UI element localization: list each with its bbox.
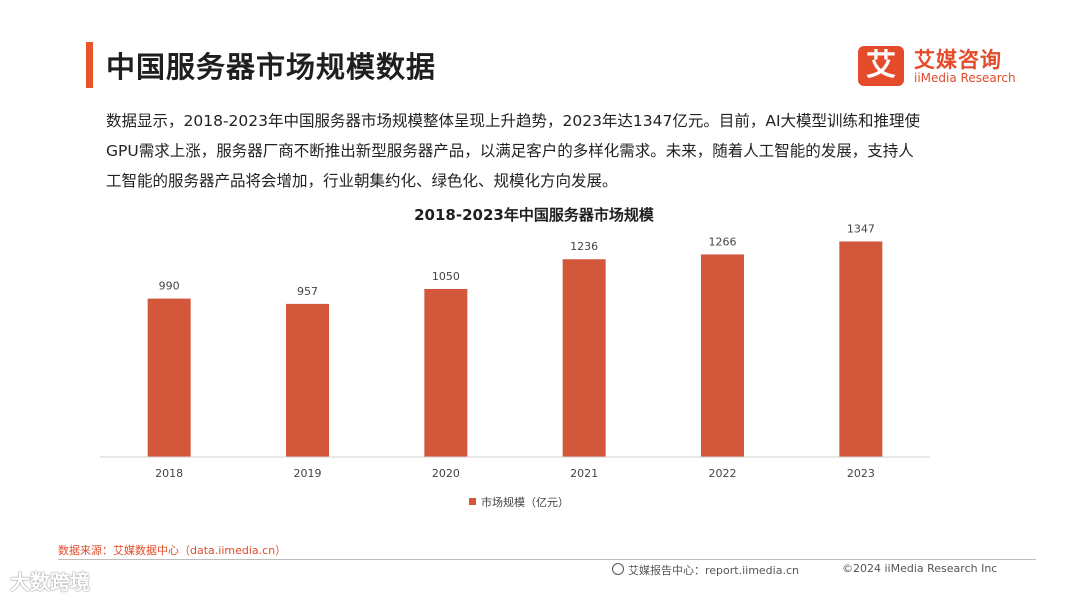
report-center-text: 艾媒报告中心：report.iimedia.cn: [628, 564, 799, 577]
chart-title: 2018-2023年中国服务器市场规模: [414, 206, 655, 224]
watermark: 大数跨境: [10, 570, 90, 594]
bar-2019: [286, 303, 329, 457]
x-tick-2020: 2020: [432, 467, 460, 480]
x-tick-2021: 2021: [570, 467, 598, 480]
logo-english-name: iiMedia Research: [914, 71, 1016, 85]
data-source: 数据来源：艾媒数据中心（data.iimedia.cn）: [58, 544, 287, 557]
data-label-2020: 1050: [432, 270, 460, 283]
description-line-3: 工智能的服务器产品将会增加，行业朝集约化、绿色化、规模化方向发展。: [106, 172, 618, 190]
description-line-2: GPU需求上涨，服务器厂商不断推出新型服务器产品，以满足客户的多样化需求。未来，…: [106, 142, 914, 160]
bar-2021: [562, 259, 606, 457]
report-center: 艾媒报告中心：report.iimedia.cn: [612, 562, 799, 578]
bar-2022: [701, 254, 744, 457]
bar-2023: [839, 241, 883, 457]
data-label-2023: 1347: [847, 222, 875, 235]
bar-2018: [147, 298, 191, 457]
data-label-2018: 990: [159, 280, 180, 293]
x-tick-2023: 2023: [847, 467, 875, 480]
x-tick-2019: 2019: [294, 467, 322, 480]
globe-icon: [612, 563, 624, 575]
x-tick-2022: 2022: [709, 467, 737, 480]
x-tick-2018: 2018: [155, 467, 183, 480]
bar-2020: [424, 289, 468, 457]
legend-label: 市场规模（亿元）: [481, 495, 569, 509]
page-title: 中国服务器市场规模数据: [106, 50, 437, 84]
footer-divider: [58, 559, 1036, 560]
data-label-2021: 1236: [570, 240, 598, 253]
data-label-2022: 1266: [709, 235, 737, 248]
data-label-2019: 957: [297, 285, 318, 298]
logo-mark: 艾: [858, 46, 904, 86]
iimedia-logo: 艾 艾媒咨询 iiMedia Research: [858, 44, 1028, 88]
legend-swatch: [469, 498, 476, 505]
title-accent-bar: [86, 42, 93, 88]
description-line-1: 数据显示，2018-2023年中国服务器市场规模整体呈现上升趋势，2023年达1…: [106, 112, 921, 130]
logo-chinese-name: 艾媒咨询: [914, 48, 1002, 72]
copyright: ©2024 iiMedia Research Inc: [842, 562, 998, 575]
description: 数据显示，2018-2023年中国服务器市场规模整体呈现上升趋势，2023年达1…: [106, 106, 976, 196]
